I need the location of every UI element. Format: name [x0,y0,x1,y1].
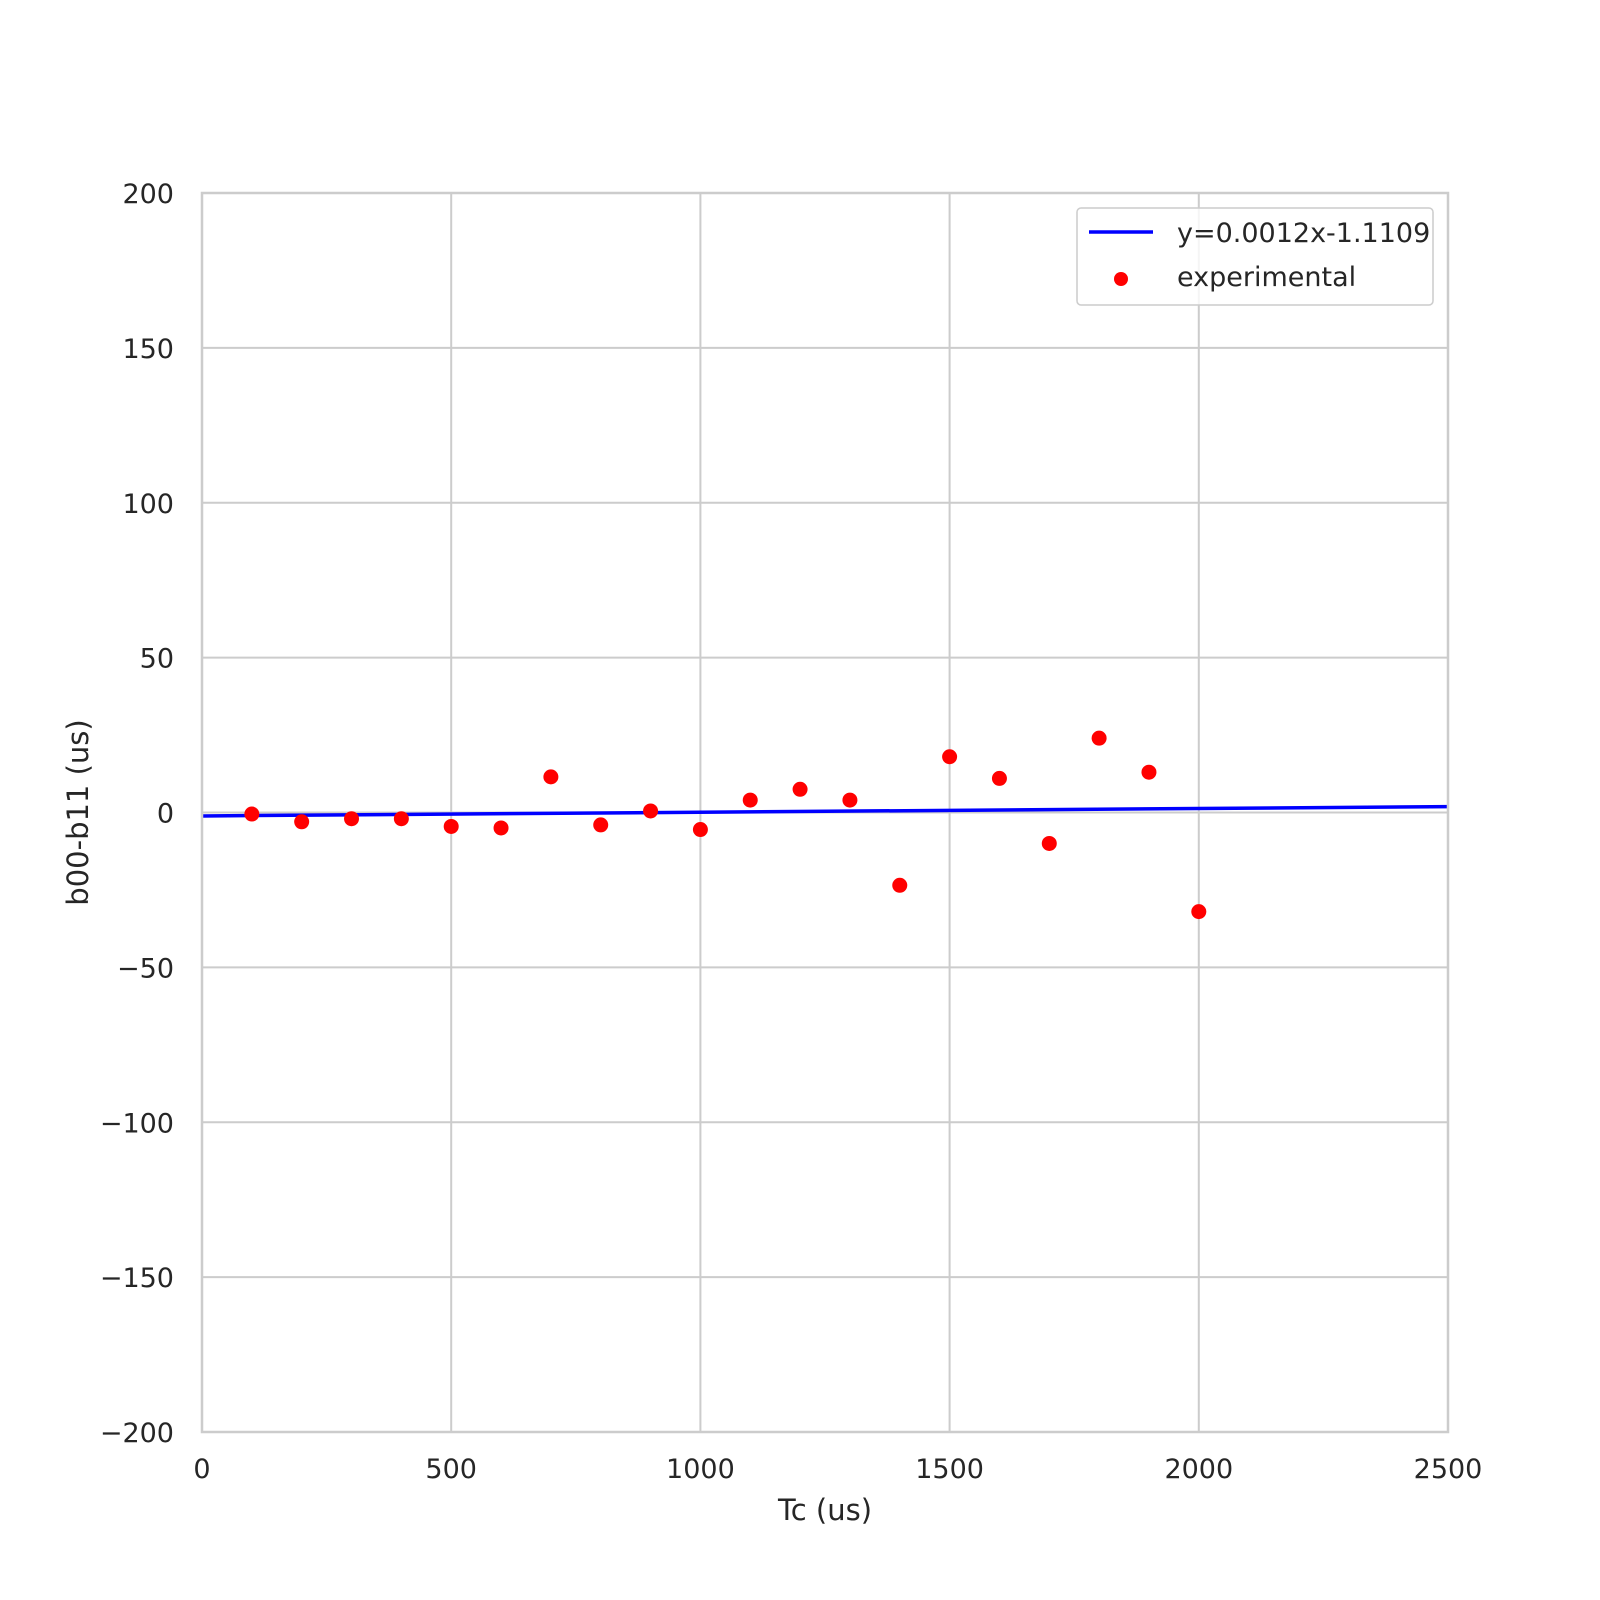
data-point [991,770,1007,786]
data-point [1041,835,1057,851]
x-tick-label-2: 1000 [666,1454,735,1485]
legend-point-swatch [1114,272,1128,286]
x-tick-label-3: 1500 [915,1454,984,1485]
x-tick-label-0: 0 [193,1454,210,1485]
data-point [842,792,858,808]
x-tick-label-4: 2000 [1164,1454,1233,1485]
y-tick-label-8: 200 [122,179,174,210]
data-point [393,811,409,827]
data-point [543,769,559,785]
legend-box [1076,207,1434,306]
data-point [792,781,808,797]
y-tick-label-5: 50 [140,644,174,675]
data-point [742,792,758,808]
y-axis-label: b00-b11 (us) [61,719,95,905]
data-point [892,877,908,893]
data-point [942,749,958,765]
y-tick-label-6: 100 [122,489,174,520]
fit-line-layer [201,804,1449,818]
y-tick-label-3: −50 [117,953,174,984]
data-point [344,811,360,827]
data-points [244,730,1207,920]
x-tick-label-1: 500 [425,1454,477,1485]
data-point [294,814,310,830]
data-point [443,818,459,834]
y-tick-label-2: −100 [100,1108,174,1139]
plot-frame [200,191,1450,1434]
y-tick-labels: −200 −150 −100 −50 0 50 100 150 200 [100,179,174,1449]
data-point [593,817,609,833]
data-point [643,803,659,819]
legend-experimental-label: experimental [1177,262,1356,293]
data-point [692,822,708,838]
y-tick-label-1: −150 [100,1263,174,1294]
x-axis-label: Tc (us) [777,1493,872,1527]
fit-line [201,804,1449,818]
data-point [244,806,260,822]
data-point [493,820,509,836]
legend-fit-label: y=0.0012x-1.1109 [1177,218,1430,249]
y-tick-label-0: −200 [100,1418,174,1449]
data-point [1141,764,1157,780]
x-tick-labels: 0 500 1000 1500 2000 2500 [193,1454,1482,1485]
legend: y=0.0012x-1.1109 experimental [1076,207,1434,306]
data-point [1191,904,1207,920]
y-tick-label-7: 150 [122,334,174,365]
x-tick-label-5: 2500 [1414,1454,1483,1485]
data-point [1091,730,1107,746]
y-tick-label-4: 0 [157,799,174,830]
